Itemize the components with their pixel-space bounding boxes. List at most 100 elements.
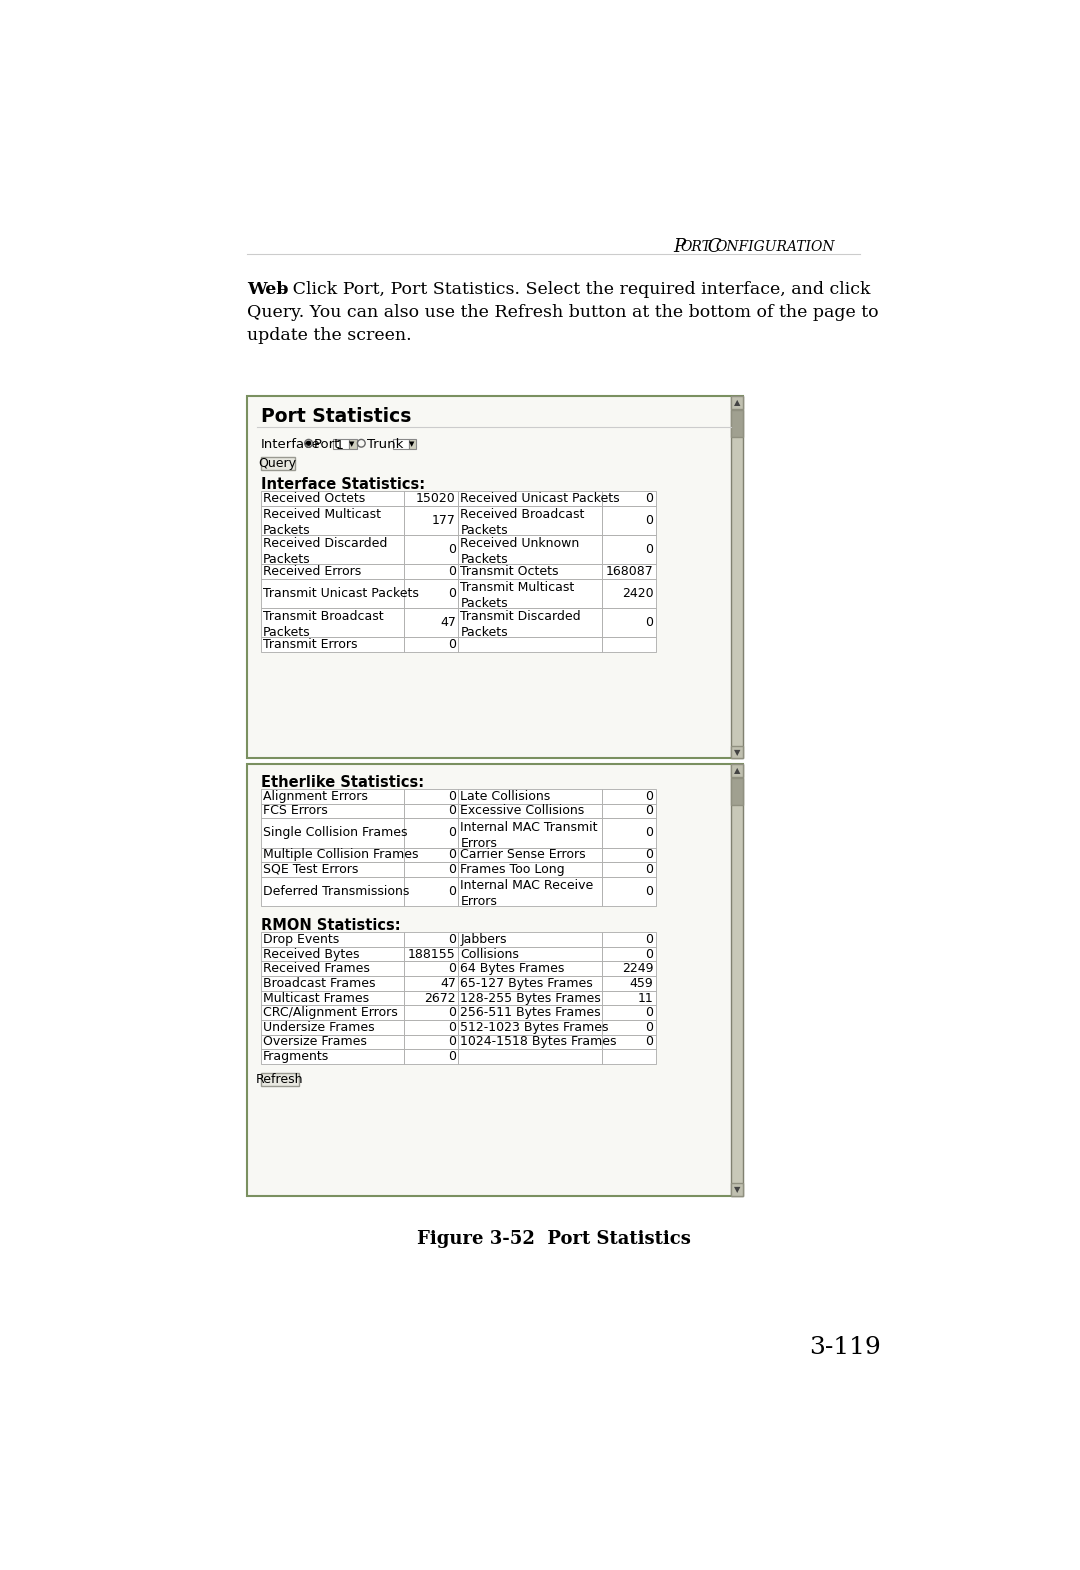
- Bar: [404, 991, 458, 1005]
- Bar: [404, 790, 458, 804]
- Bar: [731, 396, 743, 758]
- Text: ▼: ▼: [349, 441, 354, 447]
- Text: 0: 0: [646, 933, 653, 947]
- Text: ▲: ▲: [734, 766, 741, 776]
- Text: Query. You can also use the Refresh button at the bottom of the page to: Query. You can also use the Refresh butt…: [247, 305, 879, 320]
- Text: Received Frames: Received Frames: [262, 962, 369, 975]
- Bar: [731, 746, 743, 758]
- Text: 0: 0: [448, 885, 456, 898]
- Bar: [731, 779, 743, 805]
- Bar: [260, 947, 404, 961]
- Text: 0: 0: [448, 543, 456, 556]
- Text: 3-119: 3-119: [809, 1336, 881, 1358]
- Bar: [731, 1184, 743, 1196]
- Text: Transmit Discarded
Packets: Transmit Discarded Packets: [460, 611, 581, 639]
- Text: 0: 0: [448, 790, 456, 802]
- Bar: [458, 862, 602, 876]
- Bar: [458, 804, 602, 818]
- Bar: [602, 991, 656, 1005]
- Text: C: C: [702, 239, 721, 256]
- Text: 0: 0: [448, 587, 456, 600]
- Bar: [404, 1020, 458, 1035]
- Text: P: P: [674, 239, 686, 256]
- Text: Interface Statistics:: Interface Statistics:: [260, 477, 424, 491]
- Text: Port: Port: [314, 438, 340, 451]
- Text: 2420: 2420: [622, 587, 653, 600]
- Bar: [393, 438, 408, 449]
- Text: 0: 0: [448, 962, 456, 975]
- Text: 0: 0: [646, 543, 653, 556]
- Bar: [260, 862, 404, 876]
- Bar: [458, 506, 602, 535]
- Bar: [602, 947, 656, 961]
- Bar: [602, 564, 656, 579]
- Bar: [731, 410, 743, 436]
- Text: SQE Test Errors: SQE Test Errors: [262, 864, 359, 876]
- Text: 0: 0: [448, 933, 456, 947]
- Bar: [602, 790, 656, 804]
- Bar: [260, 491, 404, 506]
- Text: RMON Statistics:: RMON Statistics:: [260, 918, 401, 933]
- Bar: [602, 804, 656, 818]
- Text: Transmit Octets: Transmit Octets: [460, 565, 559, 578]
- Text: Excessive Collisions: Excessive Collisions: [460, 804, 584, 818]
- Bar: [260, 804, 404, 818]
- Bar: [404, 506, 458, 535]
- Text: Interface: Interface: [260, 438, 321, 451]
- Bar: [260, 848, 404, 862]
- Text: update the screen.: update the screen.: [247, 327, 411, 344]
- Bar: [260, 876, 404, 906]
- Text: Received Bytes: Received Bytes: [262, 948, 360, 961]
- Bar: [260, 608, 404, 637]
- Text: ▼: ▼: [409, 441, 415, 447]
- Bar: [260, 579, 404, 608]
- Text: Received Errors: Received Errors: [262, 565, 361, 578]
- Bar: [458, 491, 602, 506]
- Text: 0: 0: [448, 1036, 456, 1049]
- Bar: [731, 765, 743, 1196]
- Text: Drop Events: Drop Events: [262, 933, 339, 947]
- Bar: [602, 876, 656, 906]
- Text: 47: 47: [440, 977, 456, 991]
- Text: Internal MAC Transmit
Errors: Internal MAC Transmit Errors: [460, 821, 598, 849]
- Bar: [260, 1035, 404, 1049]
- Bar: [404, 491, 458, 506]
- Text: Received Broadcast
Packets: Received Broadcast Packets: [460, 509, 585, 537]
- Text: 0: 0: [646, 1036, 653, 1049]
- Text: 0: 0: [448, 864, 456, 876]
- Text: Jabbers: Jabbers: [460, 933, 507, 947]
- Text: Multicast Frames: Multicast Frames: [262, 992, 369, 1005]
- Text: Carrier Sense Errors: Carrier Sense Errors: [460, 848, 586, 862]
- Bar: [602, 1005, 656, 1021]
- Text: 11: 11: [637, 992, 653, 1005]
- Bar: [404, 1049, 458, 1064]
- Text: FCS Errors: FCS Errors: [262, 804, 327, 818]
- Bar: [602, 535, 656, 564]
- Text: 0: 0: [646, 615, 653, 630]
- Bar: [602, 506, 656, 535]
- Text: Etherlike Statistics:: Etherlike Statistics:: [260, 776, 423, 790]
- Bar: [458, 608, 602, 637]
- Bar: [260, 637, 404, 652]
- Bar: [602, 933, 656, 947]
- Text: Received Octets: Received Octets: [262, 491, 365, 506]
- Text: Transmit Errors: Transmit Errors: [262, 637, 357, 652]
- Text: Received Discarded
Packets: Received Discarded Packets: [262, 537, 388, 567]
- Text: Port Statistics: Port Statistics: [260, 407, 410, 425]
- Text: 0: 0: [448, 826, 456, 840]
- Bar: [247, 765, 743, 1196]
- Text: 15020: 15020: [416, 491, 456, 506]
- Bar: [404, 637, 458, 652]
- Bar: [260, 977, 404, 991]
- Text: Trunk: Trunk: [367, 438, 403, 451]
- Bar: [458, 535, 602, 564]
- Bar: [404, 535, 458, 564]
- Text: Web: Web: [247, 281, 288, 298]
- Bar: [260, 818, 404, 848]
- Text: 256-511 Bytes Frames: 256-511 Bytes Frames: [460, 1006, 602, 1019]
- Bar: [404, 608, 458, 637]
- Text: 0: 0: [646, 1006, 653, 1019]
- Bar: [404, 1035, 458, 1049]
- Text: Deferred Transmissions: Deferred Transmissions: [262, 885, 409, 898]
- Circle shape: [307, 441, 311, 446]
